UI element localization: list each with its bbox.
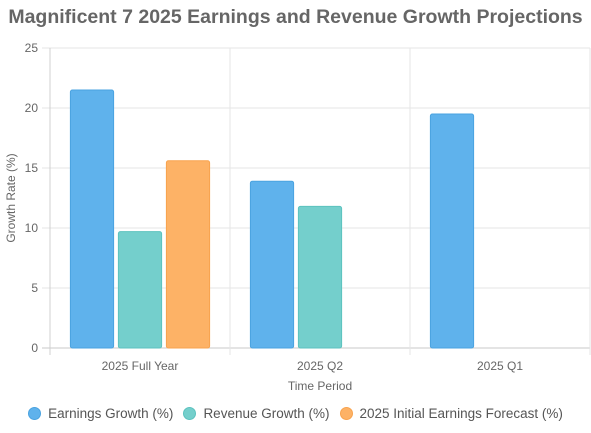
- bar: [165, 160, 211, 349]
- bar: [117, 231, 163, 349]
- legend-item[interactable]: 2025 Initial Earnings Forecast (%): [339, 406, 563, 421]
- y-axis-label: Growth Rate (%): [4, 153, 18, 242]
- x-tick-label: 2025 Full Year: [102, 359, 179, 373]
- legend-label: Revenue Growth (%): [203, 406, 330, 421]
- x-tick-label: 2025 Q1: [477, 359, 523, 373]
- y-tick-label: 10: [25, 221, 39, 235]
- legend-label: 2025 Initial Earnings Forecast (%): [359, 406, 563, 421]
- legend-label: Earnings Growth (%): [48, 406, 174, 421]
- y-tick-label: 15: [25, 161, 39, 175]
- x-tick-label: 2025 Q2: [297, 359, 343, 373]
- bar: [69, 89, 115, 349]
- legend-swatch: [28, 407, 42, 420]
- y-tick-label: 0: [31, 341, 38, 355]
- legend: Earnings Growth (%) Revenue Growth (%) 202…: [0, 406, 591, 421]
- legend-swatch: [339, 407, 353, 420]
- bar: [297, 205, 343, 349]
- legend-swatch: [183, 407, 197, 420]
- bar: [429, 113, 475, 349]
- legend-item[interactable]: Earnings Growth (%): [28, 406, 173, 421]
- chart-title: Magnificent 7 2025 Earnings and Revenue …: [8, 6, 583, 28]
- y-tick-label: 25: [25, 41, 39, 55]
- y-tick-label: 20: [25, 101, 39, 115]
- bar: [249, 180, 295, 349]
- x-axis-label: Time Period: [288, 379, 352, 393]
- legend-item[interactable]: Revenue Growth (%): [183, 406, 330, 421]
- y-tick-label: 5: [31, 281, 38, 295]
